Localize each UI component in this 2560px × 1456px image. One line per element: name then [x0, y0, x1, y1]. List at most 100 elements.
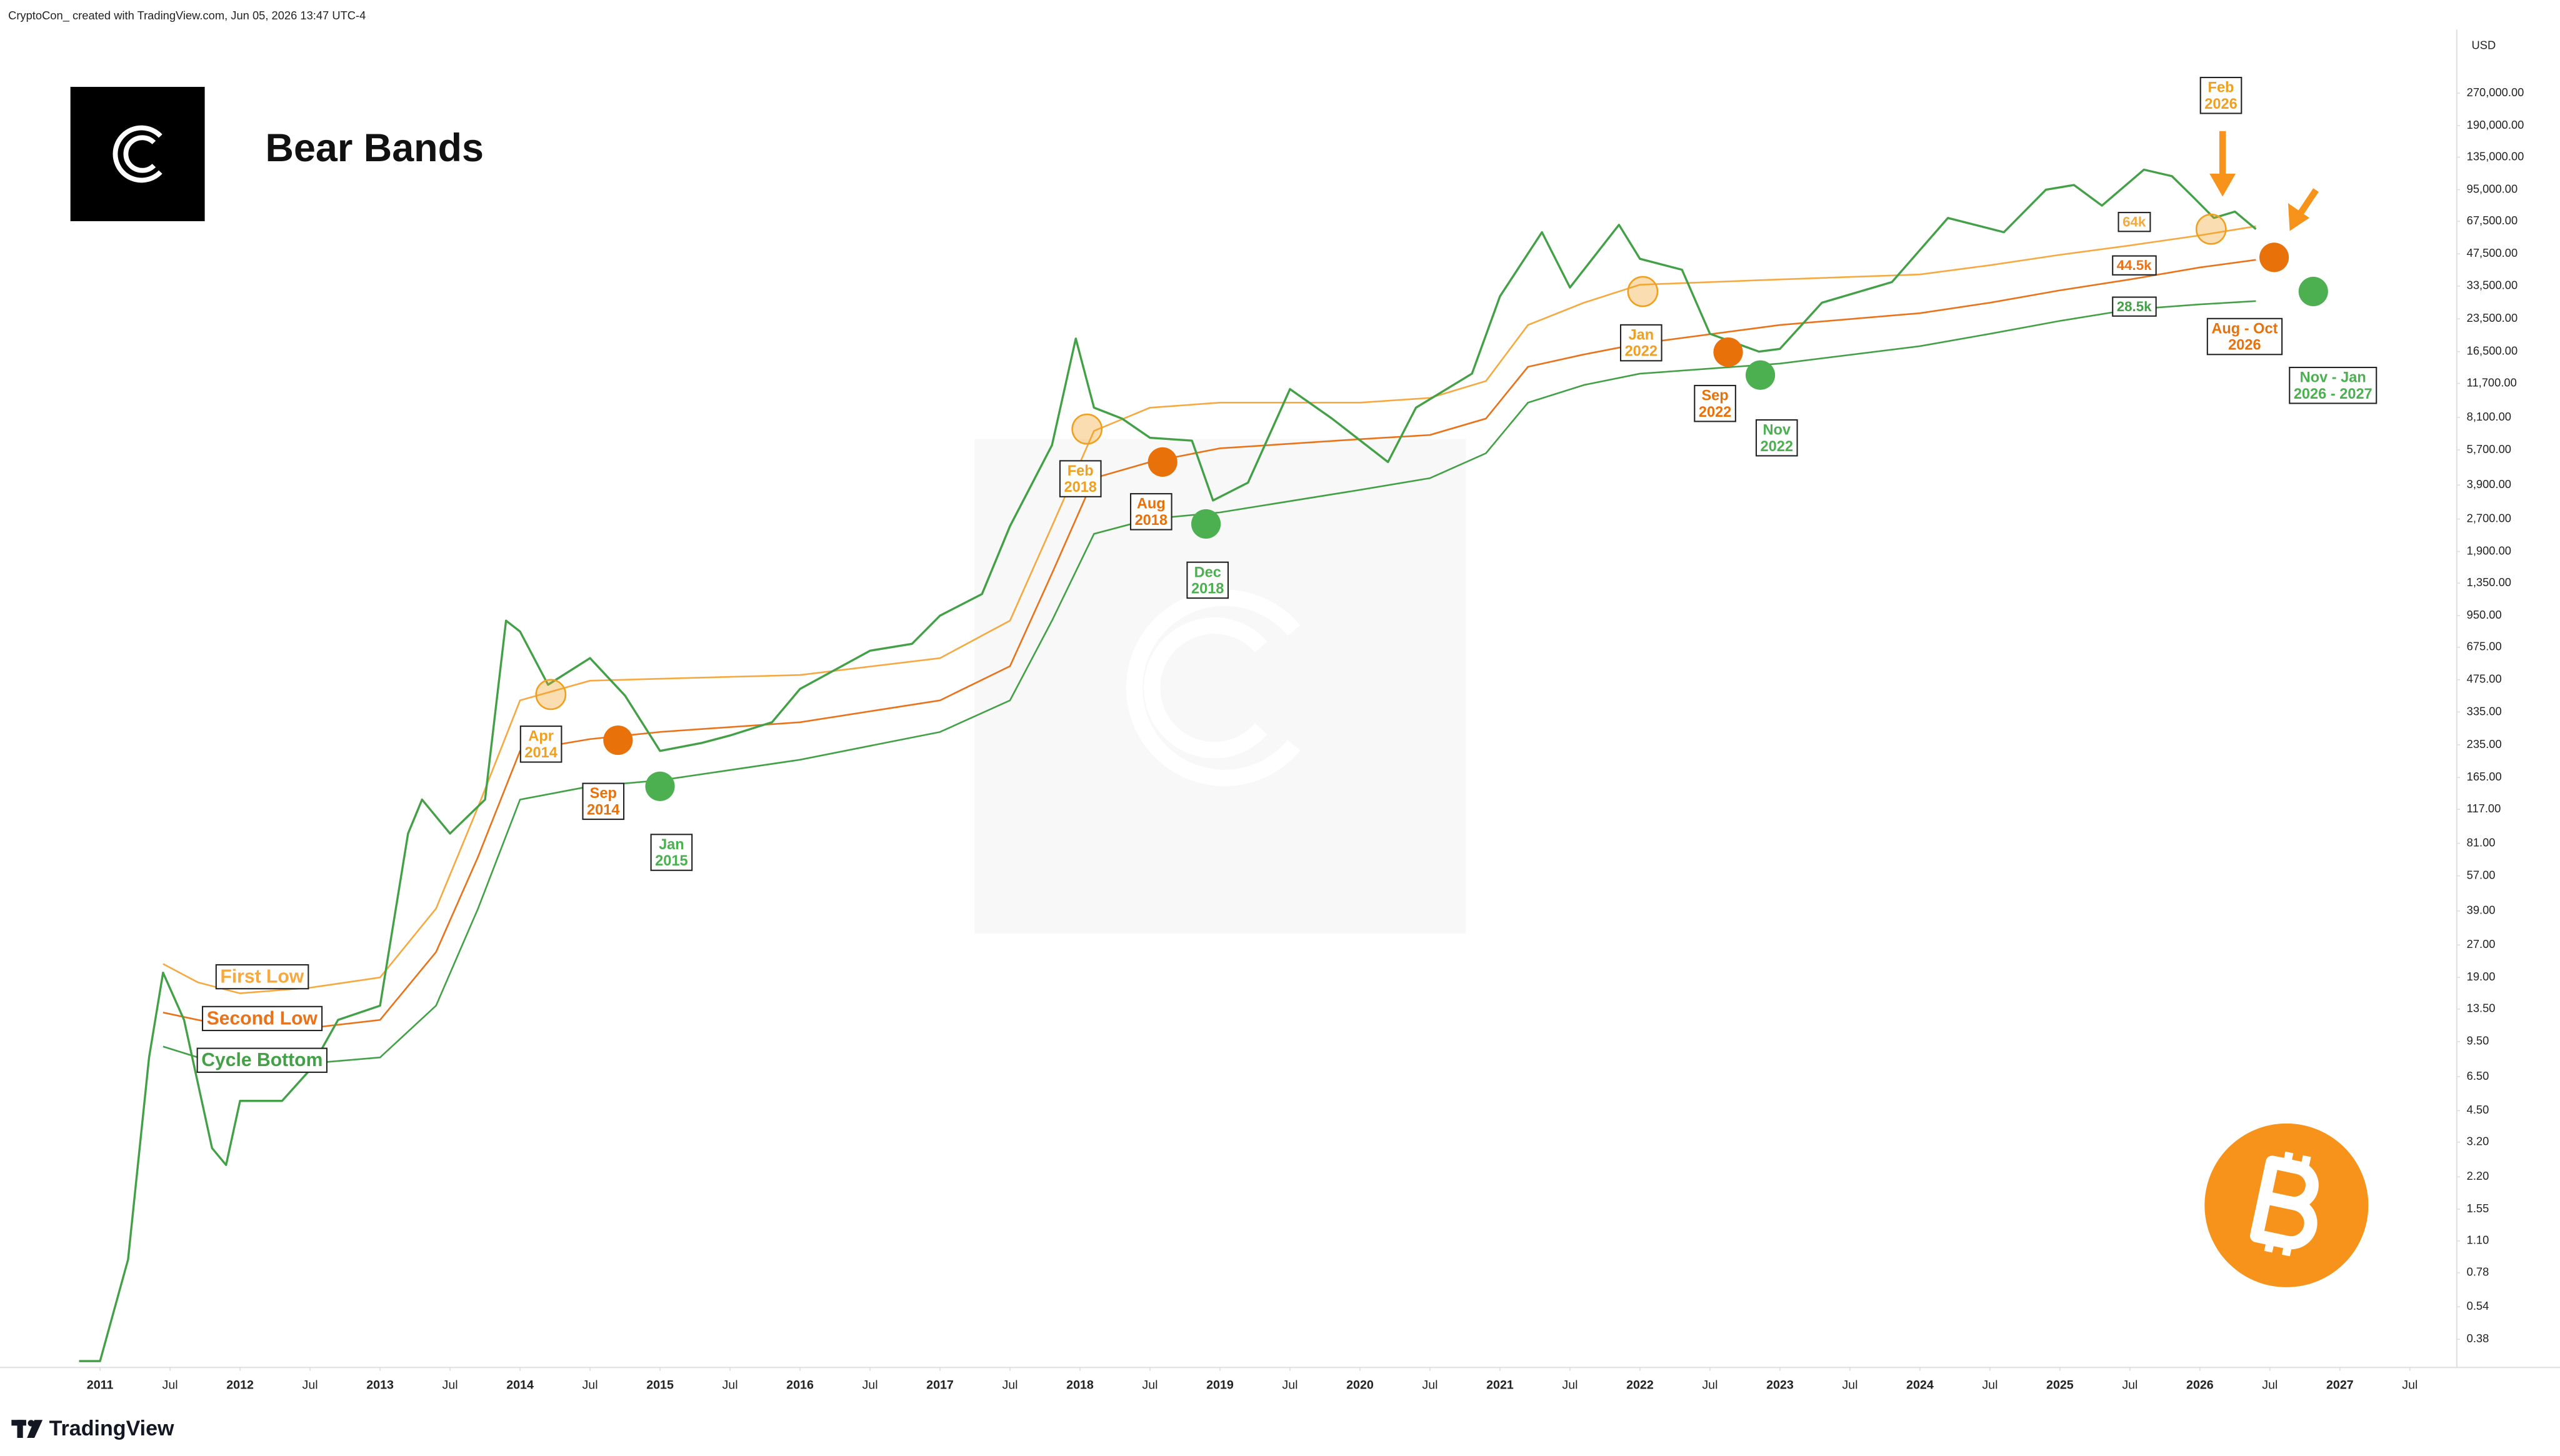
x-tick-label: Jul: [1282, 1378, 1298, 1392]
label-box: [1694, 384, 1736, 422]
y-tick-label: 165.00: [2467, 770, 2502, 783]
credit: CryptoCon_ created with TradingView.com,…: [8, 9, 366, 22]
x-tick-label: 2025: [2046, 1378, 2074, 1392]
y-tick-label: 57.00: [2467, 868, 2496, 881]
annotation-marker: [535, 679, 567, 711]
bitcoin-icon: [2204, 1123, 2369, 1287]
label-box: [201, 1005, 323, 1032]
annotation-text: Feb: [2208, 79, 2234, 96]
label-box: [1619, 324, 1662, 362]
annotation-text: Dec: [1194, 564, 1221, 580]
y-tick-label: 5,700.00: [2467, 442, 2511, 456]
y-tick-label: 0.78: [2467, 1265, 2489, 1279]
band-end-label: 44.5k: [2117, 257, 2152, 273]
y-tick-label: 950.00: [2467, 608, 2502, 621]
annotation-text: Aug: [1137, 496, 1166, 512]
annotation-text: 2018: [1135, 512, 1168, 528]
y-tick-label: 4.50: [2467, 1103, 2489, 1116]
y-tick-label: 27.00: [2467, 937, 2496, 950]
y-tick-label: 2,700.00: [2467, 511, 2511, 524]
y-tick-label: 3.20: [2467, 1135, 2489, 1148]
band-end-label: 28.5k: [2117, 299, 2152, 314]
annotation-marker: [645, 771, 675, 801]
annotation-marker: [1191, 509, 1221, 539]
y-tick-label: 6.50: [2467, 1069, 2489, 1082]
annotation-marker: [1627, 276, 1659, 307]
x-tick-label: 2022: [1626, 1378, 1654, 1392]
annotation-text: 2026 - 2027: [2294, 386, 2372, 402]
x-tick-label: Jul: [2122, 1378, 2138, 1392]
y-tick-label: 190,000.00: [2467, 118, 2524, 131]
annotation-text: Jan: [1628, 326, 1654, 342]
y-tick-label: 1.55: [2467, 1202, 2489, 1215]
y-tick-label: 23,500.00: [2467, 311, 2518, 324]
label-box: [1755, 419, 1798, 457]
x-tick-label: 2014: [506, 1378, 534, 1392]
y-tick-label: 47,500.00: [2467, 246, 2518, 259]
price-line: [79, 168, 2257, 1362]
x-tick-label: 2027: [2326, 1378, 2354, 1392]
legend-label: Second Low: [207, 1008, 318, 1029]
x-tick-label: Jul: [1702, 1378, 1718, 1392]
y-tick-label: 1.10: [2467, 1234, 2489, 1247]
x-tick-label: 2023: [1766, 1378, 1794, 1392]
y-tick-label: 95,000.00: [2467, 182, 2518, 195]
annotation-text: Aug - Oct: [2211, 320, 2278, 336]
label-box: [2112, 255, 2157, 276]
band-line: [162, 300, 2256, 1071]
annotation-marker: [1745, 360, 1776, 390]
y-tick-label: 0.54: [2467, 1299, 2489, 1312]
annotation-marker: [1148, 447, 1178, 477]
y-tick-label: 1,900.00: [2467, 544, 2511, 557]
y-tick-label: 8,100.00: [2467, 410, 2511, 423]
label-box: [582, 782, 625, 820]
x-tick-label: Jul: [442, 1378, 458, 1392]
x-tick-label: Jul: [1562, 1378, 1578, 1392]
annotation-text: 2022: [1699, 404, 1731, 420]
band-line: [162, 259, 2256, 1029]
annotation-marker: [2298, 276, 2328, 307]
x-tick-label: Jul: [722, 1378, 738, 1392]
annotation-text: 2015: [655, 852, 688, 869]
label-box: [2112, 296, 2157, 317]
annotation-marker: [603, 725, 633, 755]
arrows: [2209, 131, 2319, 231]
annotation-marker: [2259, 242, 2289, 272]
y-tick-label: 13.50: [2467, 1002, 2496, 1015]
y-tick-label: 67,500.00: [2467, 214, 2518, 227]
y-tick-label: 0.38: [2467, 1332, 2489, 1345]
band-end-label: 64k: [2122, 214, 2146, 230]
y-tick-label: 3,900.00: [2467, 477, 2511, 491]
x-tick-label: 2016: [786, 1378, 814, 1392]
x-tick-label: 2020: [1346, 1378, 1374, 1392]
x-tick-label: 2021: [1486, 1378, 1514, 1392]
x-tick-label: Jul: [1982, 1378, 1998, 1392]
label-box: [1059, 460, 1102, 497]
chart-title: Bear Bands: [266, 126, 484, 170]
annotation-text: Nov - Jan: [2300, 369, 2366, 386]
x-tick-label: Jul: [1422, 1378, 1438, 1392]
annotation-text: 2026: [2204, 96, 2237, 112]
label-box: [2199, 76, 2242, 114]
annotation-text: Feb: [1068, 462, 1094, 479]
x-tick-label: Jul: [1842, 1378, 1858, 1392]
x-tick-label: 2012: [226, 1378, 254, 1392]
label-box: [650, 834, 693, 871]
x-tick-label: 2013: [366, 1378, 394, 1392]
x-tick-label: Jul: [302, 1378, 318, 1392]
annotation-marker: [1713, 337, 1743, 367]
label-box: [519, 726, 562, 763]
x-tick-label: Jul: [862, 1378, 878, 1392]
